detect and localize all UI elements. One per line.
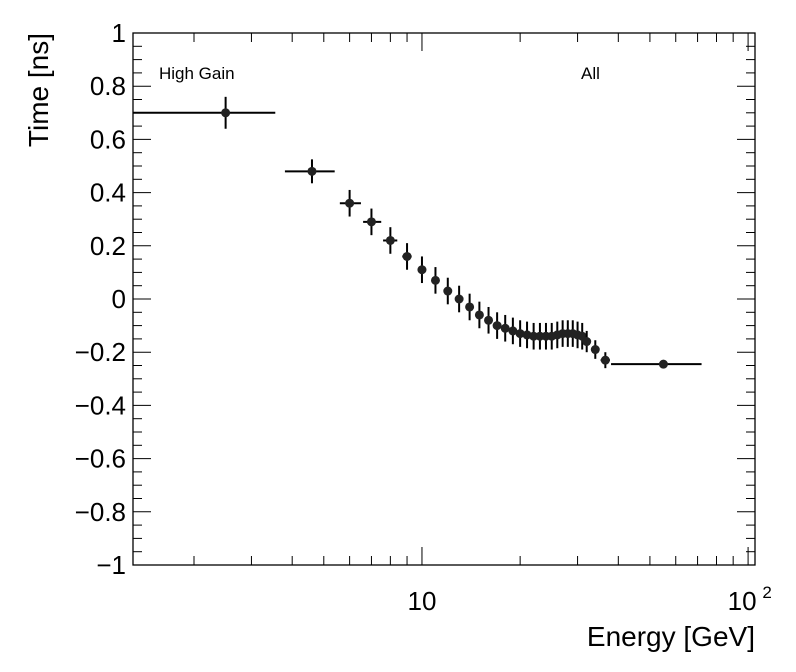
point-marker (465, 302, 475, 312)
data-point (529, 322, 539, 350)
data-point (582, 330, 592, 353)
y-tick-labels: 1 0.8 0.6 0.4 0.2 0 −0.2 −0.4 −0.6 −0.8 −1 (75, 18, 126, 580)
data-point (284, 159, 335, 184)
point-marker (515, 329, 525, 339)
point-marker (345, 198, 355, 208)
annotation-all: All (581, 64, 600, 83)
point-marker (484, 315, 494, 325)
data-point (443, 277, 453, 305)
data-point (500, 314, 510, 342)
point-marker (492, 321, 502, 331)
y-tick-label: 0.8 (90, 71, 126, 101)
x-tick-label: 10 (408, 586, 437, 616)
y-tick-label: −0.4 (75, 390, 126, 420)
y-tick-label: 0.6 (90, 124, 126, 154)
y-tick-label: 0.4 (90, 178, 126, 208)
data-point (363, 208, 382, 236)
y-tick-label: 0.2 (90, 231, 126, 261)
data-point (611, 359, 702, 369)
x-axis-title: Energy [GeV] (587, 621, 755, 652)
axis-ticks (133, 32, 755, 566)
point-marker (430, 275, 440, 285)
point-marker (417, 265, 427, 275)
data-point (454, 285, 464, 313)
data-point (600, 352, 610, 369)
point-marker (529, 331, 539, 341)
y-tick-label: −0.8 (75, 497, 126, 527)
y-tick-label: 0 (112, 284, 126, 314)
point-marker (221, 108, 231, 118)
data-point (417, 256, 427, 284)
point-marker (600, 355, 610, 365)
data-point (133, 96, 276, 129)
y-tick-label: −1 (96, 550, 126, 580)
data-point (508, 317, 518, 345)
y-tick-label: −0.6 (75, 444, 126, 474)
data-point (474, 301, 484, 329)
point-marker (366, 217, 376, 227)
point-marker (590, 345, 600, 355)
point-marker (582, 337, 592, 347)
data-point (492, 312, 502, 339)
data-point (515, 320, 525, 347)
x-tick-label-exponent: 2 (762, 583, 771, 602)
data-point (465, 293, 475, 321)
data-point (430, 267, 440, 294)
y-tick-label: 1 (112, 18, 126, 48)
annotation-high-gain: High Gain (159, 64, 235, 83)
point-marker (307, 166, 317, 176)
y-axis-title: Time [ns] (23, 33, 54, 147)
data-point (383, 227, 398, 254)
point-marker (474, 310, 484, 320)
data-point (339, 189, 361, 217)
point-marker (454, 294, 464, 304)
data-points (133, 96, 702, 369)
data-point (590, 340, 600, 359)
point-marker (402, 251, 412, 261)
data-point (402, 243, 412, 270)
point-marker (443, 286, 453, 296)
x-tick-label: 10 (728, 586, 757, 616)
data-point (484, 306, 494, 334)
y-tick-label: −0.2 (75, 337, 126, 367)
point-marker (658, 359, 668, 369)
point-marker (385, 235, 395, 245)
x-tick-labels: 10 10 2 (408, 583, 772, 616)
point-marker (500, 323, 510, 333)
point-marker (508, 326, 518, 336)
